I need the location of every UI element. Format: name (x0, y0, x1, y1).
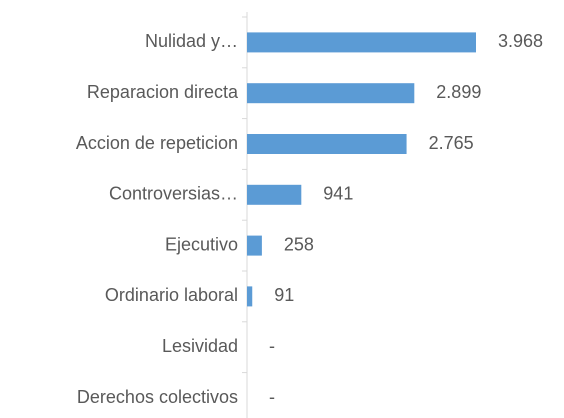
value-label: 941 (323, 184, 353, 204)
bar (247, 184, 302, 205)
bar (247, 286, 253, 307)
value-label: 2.765 (429, 133, 474, 153)
bar (247, 83, 415, 104)
category-label: Derechos colectivos (77, 387, 238, 407)
category-label: Accion de repeticion (76, 133, 238, 153)
bar (247, 32, 476, 53)
value-label: 2.899 (436, 82, 481, 102)
value-label: 258 (284, 234, 314, 254)
category-label: Controversias… (109, 184, 238, 204)
category-label: Lesividad (162, 336, 238, 356)
category-label: Reparacion directa (87, 82, 239, 102)
value-label: - (269, 387, 275, 407)
category-label: Ordinario laboral (105, 285, 238, 305)
category-label: Ejecutivo (165, 234, 238, 254)
bar (247, 134, 407, 154)
value-label: 3.968 (498, 31, 543, 51)
value-label: - (269, 336, 275, 356)
value-label: 91 (274, 285, 294, 305)
bar (247, 235, 262, 256)
category-label: Nulidad y… (145, 31, 238, 51)
